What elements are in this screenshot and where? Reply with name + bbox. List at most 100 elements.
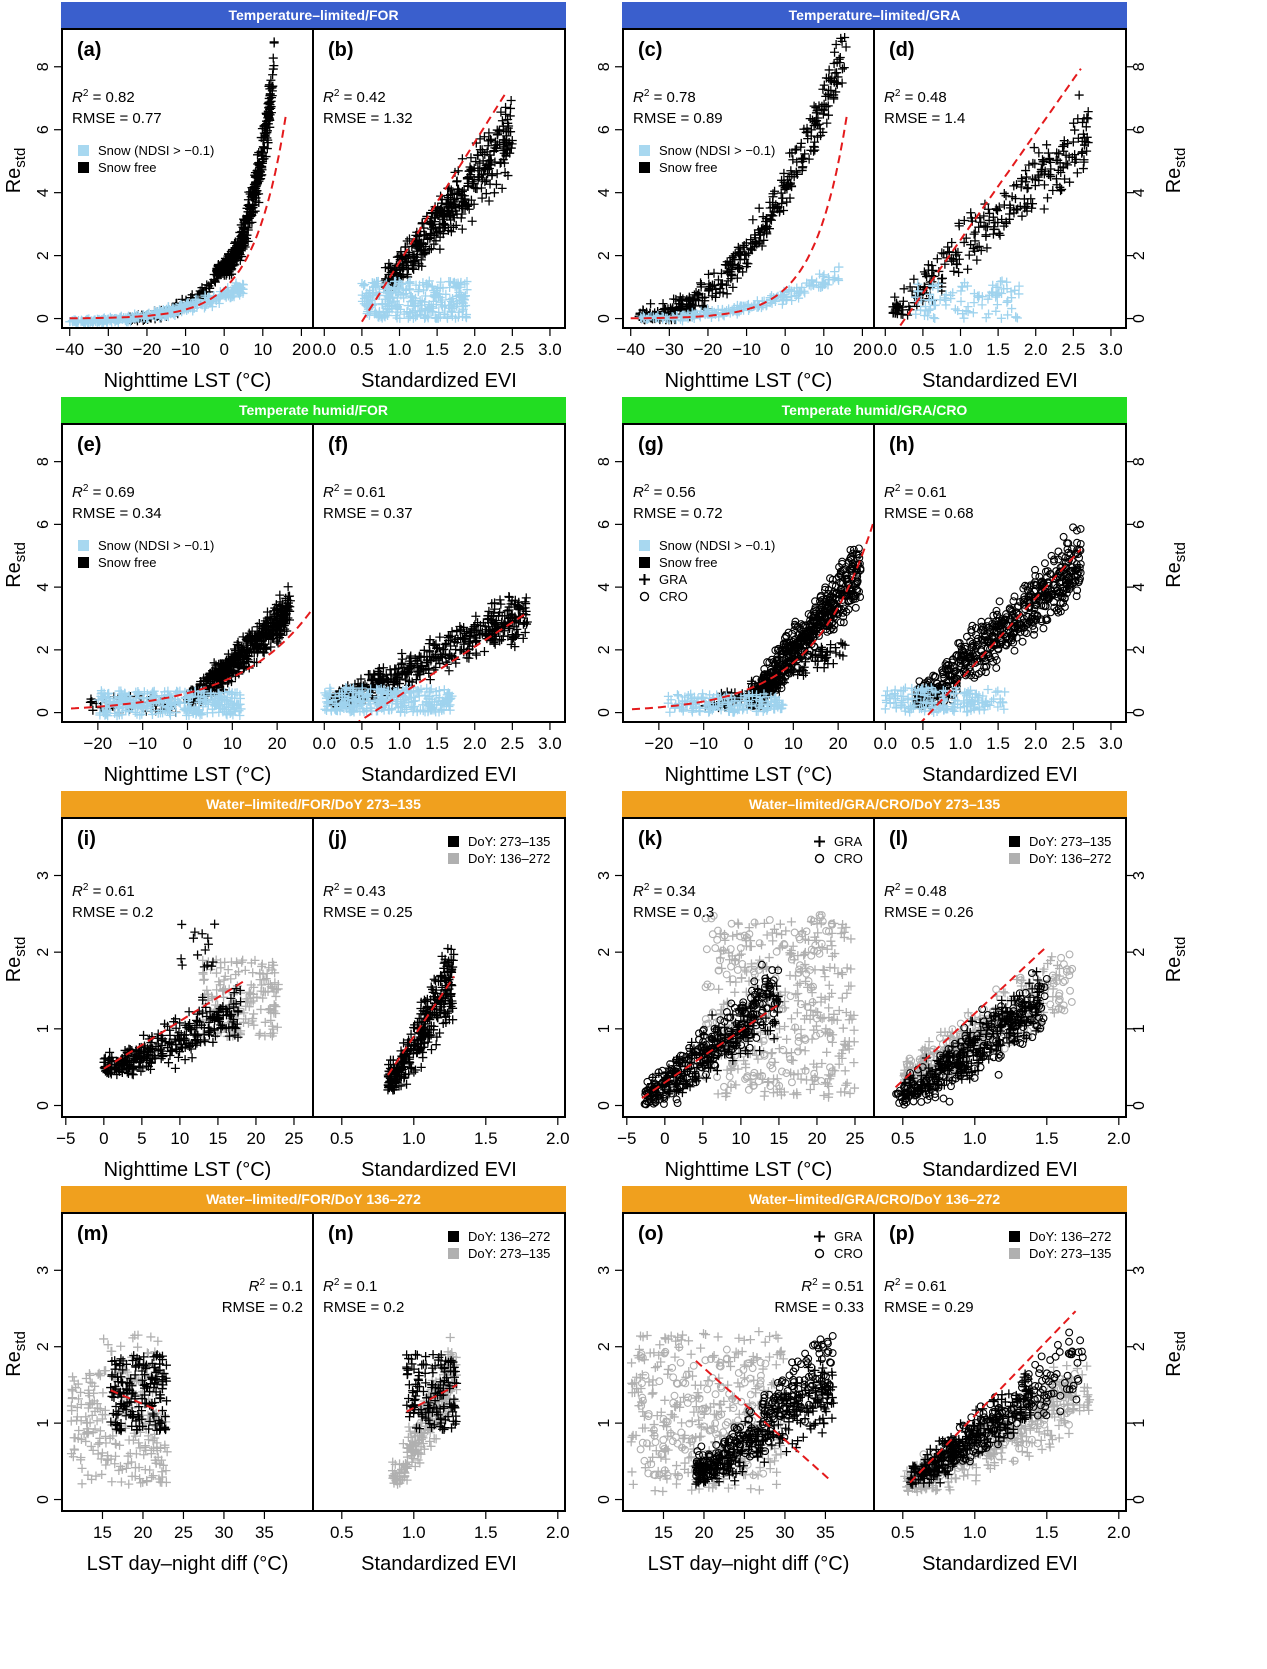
x-tick-label: −20 [694,340,723,359]
data-point [728,259,738,269]
data-point [1001,217,1011,227]
data-point [676,296,686,306]
data-point [458,304,468,314]
data-point [844,605,853,614]
data-point [993,282,1003,292]
x-tick-label: 0 [219,340,228,359]
data-point [739,240,749,250]
data-point [890,304,900,314]
data-point [837,64,847,74]
data-point [932,254,942,264]
data-point [247,626,257,636]
data-point [180,703,190,713]
data-point [407,307,417,317]
data-point [439,698,449,708]
data-point [1014,289,1024,299]
y-tick-label: 2 [1131,251,1148,260]
r-squared-exponent: 2 [895,88,901,99]
data-point [1055,182,1065,192]
r-squared-exponent: 2 [83,483,89,494]
data-point [1003,310,1013,320]
data-point [1012,313,1022,323]
data-point [959,237,969,247]
data-point [277,630,287,640]
x-tick-label: −20 [83,734,112,753]
data-point [507,135,517,145]
data-point [404,234,414,244]
data-point [88,705,98,715]
data-point [189,300,199,310]
data-point [1039,204,1049,214]
data-point [696,280,706,290]
r-squared-symbol: R [72,484,83,501]
data-point [502,140,512,150]
data-point [457,224,467,234]
data-point [752,239,762,249]
data-point [227,292,237,302]
data-point [238,632,248,642]
y-axis-label: Restd [3,148,29,194]
data-point [495,158,505,168]
data-point [700,293,710,303]
data-point [815,269,825,279]
data-point [425,686,435,696]
data-point [1006,287,1016,297]
data-point [924,265,934,275]
data-point [418,700,428,710]
data-point [409,264,419,274]
data-point [469,199,479,209]
data-point [851,603,860,612]
data-point [811,603,820,612]
data-point [253,166,263,176]
banner-row1-right: Temperature–limited/GRA [622,2,1127,28]
data-point [396,697,406,707]
data-point [404,692,414,702]
data-point [969,298,979,308]
data-point [497,183,507,193]
data-point [447,311,457,321]
data-point [283,582,293,592]
data-point [445,211,455,221]
data-point [476,183,486,193]
data-point [759,235,769,245]
data-point [366,684,376,694]
data-point [444,666,454,676]
panel-label: (f) [328,434,348,456]
legend-label: Snow free [98,555,157,570]
data-point [779,168,789,178]
data-point [916,305,926,315]
data-point [364,697,374,707]
data-point [279,620,289,630]
r-squared-exponent: 2 [83,88,89,99]
data-point [262,128,272,138]
data-point [970,227,980,237]
data-point [823,91,833,101]
data-point [799,124,809,134]
y-tick-label: 8 [596,62,613,71]
points-e [70,582,313,721]
data-point [238,237,248,247]
data-point [837,36,847,46]
data-point [389,677,399,687]
data-point [237,239,247,249]
data-point [786,166,796,176]
x-tick-label: 0.5 [350,734,374,753]
data-point [1051,174,1061,184]
data-point [263,138,273,148]
x-tick-label: 20 [268,734,287,753]
data-point [954,218,964,228]
data-point [993,206,1002,216]
data-point [1058,141,1068,151]
data-point [457,306,467,316]
data-point [362,690,372,700]
data-point [966,208,976,218]
data-point [822,597,831,606]
data-point [844,559,853,568]
x-tick-label: 2.5 [1062,340,1086,359]
x-tick-label: 10 [814,340,833,359]
data-point [238,284,248,294]
data-point [780,289,790,299]
data-point [142,689,152,699]
data-point [445,631,455,641]
